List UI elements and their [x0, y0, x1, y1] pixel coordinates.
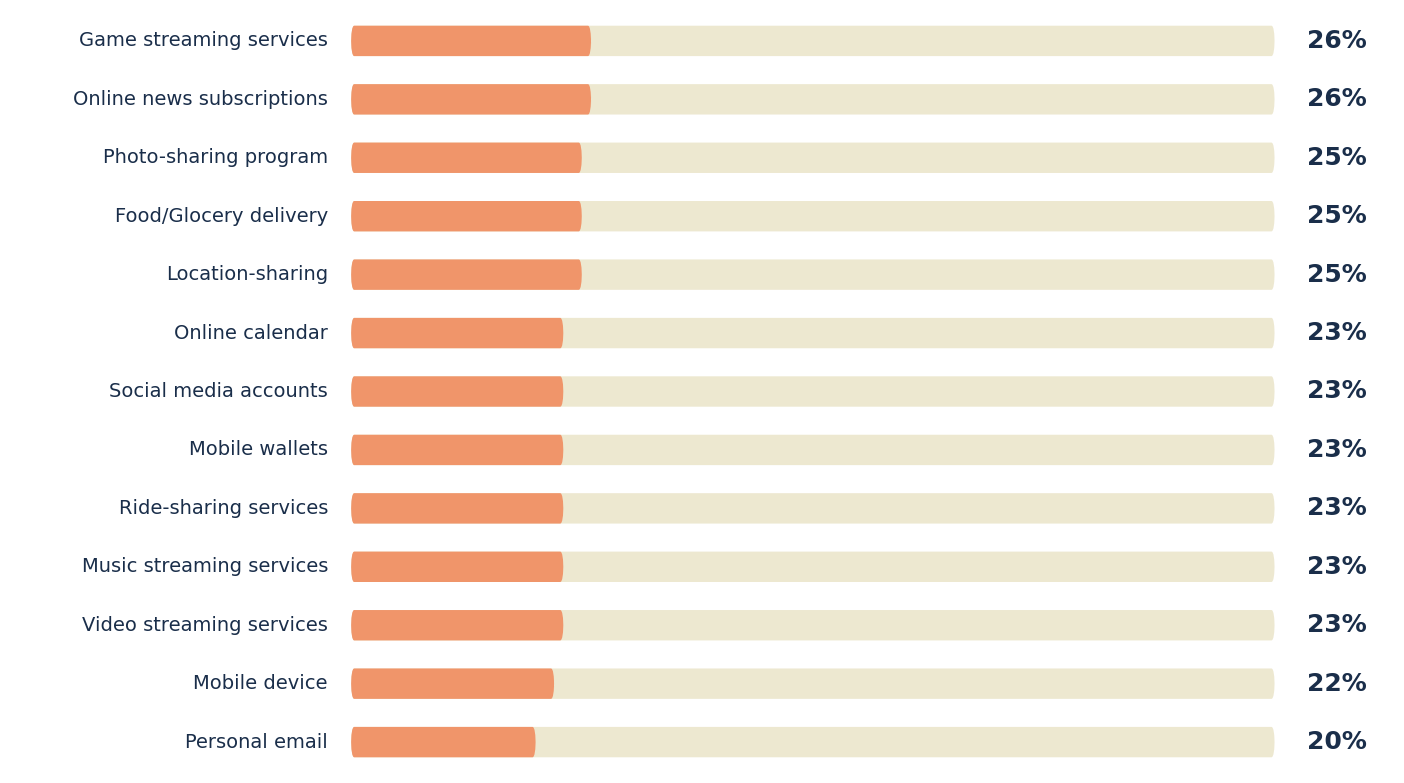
FancyBboxPatch shape — [351, 551, 1275, 582]
FancyBboxPatch shape — [351, 435, 1275, 465]
Text: Online news subscriptions: Online news subscriptions — [73, 90, 329, 109]
FancyBboxPatch shape — [351, 84, 1275, 114]
Text: Video streaming services: Video streaming services — [81, 615, 329, 635]
Text: 22%: 22% — [1307, 672, 1366, 695]
FancyBboxPatch shape — [351, 84, 591, 114]
FancyBboxPatch shape — [351, 259, 1275, 290]
Text: Mobile device: Mobile device — [194, 674, 329, 693]
FancyBboxPatch shape — [351, 26, 591, 56]
Text: 26%: 26% — [1307, 88, 1366, 111]
Text: 23%: 23% — [1307, 555, 1366, 579]
Text: Mobile wallets: Mobile wallets — [190, 440, 329, 460]
FancyBboxPatch shape — [351, 610, 563, 640]
Text: 25%: 25% — [1307, 262, 1366, 287]
FancyBboxPatch shape — [351, 201, 581, 232]
FancyBboxPatch shape — [351, 143, 581, 173]
FancyBboxPatch shape — [351, 318, 1275, 348]
FancyBboxPatch shape — [351, 318, 563, 348]
Text: 25%: 25% — [1307, 146, 1366, 170]
FancyBboxPatch shape — [351, 610, 1275, 640]
FancyBboxPatch shape — [351, 727, 1275, 757]
FancyBboxPatch shape — [351, 201, 1275, 232]
FancyBboxPatch shape — [351, 435, 563, 465]
Text: Location-sharing: Location-sharing — [166, 265, 329, 284]
FancyBboxPatch shape — [351, 727, 536, 757]
Text: 23%: 23% — [1307, 321, 1366, 345]
FancyBboxPatch shape — [351, 493, 1275, 524]
Text: 23%: 23% — [1307, 380, 1366, 403]
Text: Photo-sharing program: Photo-sharing program — [102, 148, 329, 168]
Text: 23%: 23% — [1307, 438, 1366, 462]
Text: Social media accounts: Social media accounts — [110, 382, 329, 401]
FancyBboxPatch shape — [351, 669, 555, 699]
Text: Ride-sharing services: Ride-sharing services — [118, 499, 329, 518]
FancyBboxPatch shape — [351, 26, 1275, 56]
Text: 26%: 26% — [1307, 29, 1366, 53]
FancyBboxPatch shape — [351, 143, 1275, 173]
FancyBboxPatch shape — [351, 551, 563, 582]
FancyBboxPatch shape — [351, 669, 1275, 699]
FancyBboxPatch shape — [351, 377, 1275, 406]
Text: Music streaming services: Music streaming services — [81, 557, 329, 576]
Text: Game streaming services: Game streaming services — [79, 31, 329, 50]
FancyBboxPatch shape — [351, 259, 581, 290]
Text: 23%: 23% — [1307, 613, 1366, 637]
Text: 23%: 23% — [1307, 496, 1366, 521]
Text: Food/Glocery delivery: Food/Glocery delivery — [115, 207, 329, 226]
Text: 20%: 20% — [1307, 730, 1367, 754]
Text: Online calendar: Online calendar — [174, 323, 329, 343]
FancyBboxPatch shape — [351, 493, 563, 524]
Text: Personal email: Personal email — [185, 733, 329, 752]
Text: 25%: 25% — [1307, 204, 1366, 228]
FancyBboxPatch shape — [351, 377, 563, 406]
